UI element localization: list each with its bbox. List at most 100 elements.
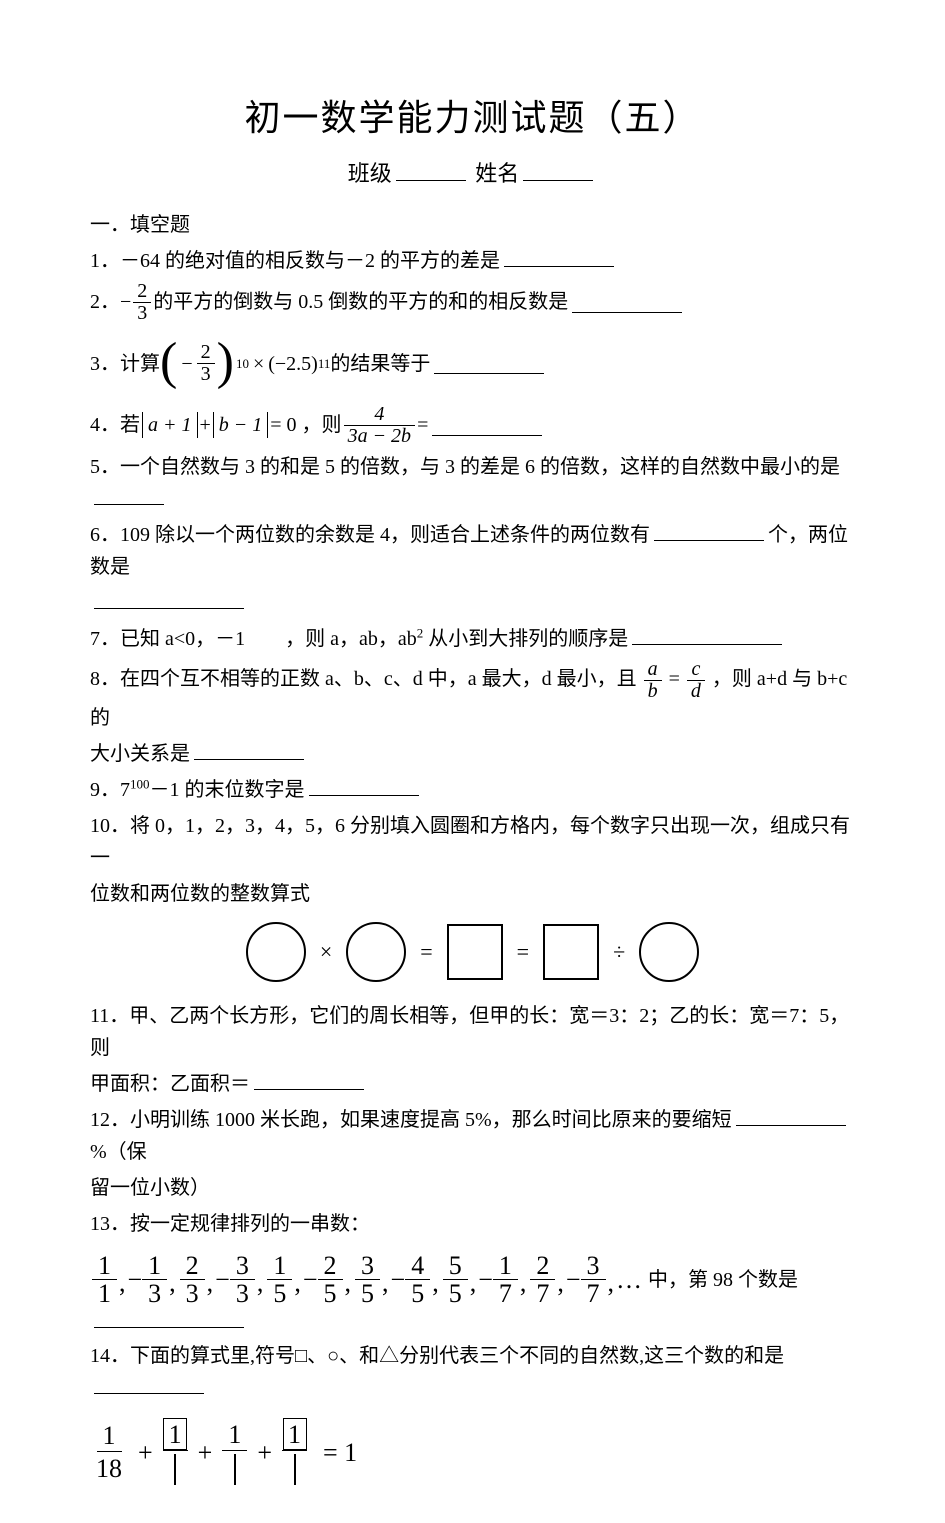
q14-box-2-lower[interactable] <box>174 1454 176 1485</box>
q7-blank[interactable] <box>632 624 782 645</box>
q3-blank[interactable] <box>434 353 544 374</box>
class-blank[interactable] <box>396 158 466 181</box>
q4-label: 4．若 <box>90 409 140 441</box>
q4-eq: = <box>417 409 428 441</box>
series-num: 1 <box>92 1252 117 1280</box>
name-label: 姓名 <box>475 161 519 186</box>
square-slot-2[interactable] <box>543 924 599 980</box>
series-den: 7 <box>581 1280 606 1307</box>
series-minus: − <box>128 1259 143 1301</box>
q3-times: × <box>253 348 264 380</box>
series-term: 35 <box>355 1252 380 1308</box>
exam-page: 初一数学能力测试题（五） 班级 姓名 一．填空题 1．－64 的绝对值的相反数与… <box>0 0 945 1523</box>
series-term: 33 <box>230 1252 255 1308</box>
series-comma: , <box>432 1262 439 1304</box>
q14-box-4-lower[interactable] <box>294 1454 296 1485</box>
question-11: 11．甲、乙两个长方形，它们的周长相等，但甲的长：宽＝3：2；乙的长：宽＝7：5… <box>90 1000 855 1064</box>
series-minus: − <box>215 1259 230 1301</box>
q6a-text: 6．109 除以一个两位数的余数是 4，则适合上述条件的两位数有 <box>90 524 650 546</box>
series-den: 5 <box>355 1280 380 1307</box>
q2-den: 3 <box>133 303 151 324</box>
q3-label: 3．计算 <box>90 348 160 380</box>
class-label: 班级 <box>348 161 392 186</box>
q14-box-3[interactable] <box>234 1454 236 1485</box>
series-minus: − <box>566 1259 581 1301</box>
series-num: 3 <box>230 1252 255 1280</box>
q13-blank[interactable] <box>94 1307 244 1328</box>
div-op: ÷ <box>613 934 625 969</box>
circle-slot-3[interactable] <box>639 922 699 982</box>
series-comma: , <box>294 1262 301 1304</box>
q11-blank[interactable] <box>254 1069 364 1090</box>
q8c-text: 大小关系是 <box>90 743 190 765</box>
question-1: 1．－64 的绝对值的相反数与－2 的平方的差是 <box>90 245 855 277</box>
question-8-line2: 大小关系是 <box>90 738 855 770</box>
q9-blank[interactable] <box>309 775 419 796</box>
q14-equation: 1 18 + 1 + 1 + 1 = 1 <box>90 1422 855 1483</box>
series-num: 2 <box>180 1252 205 1280</box>
question-6: 6．109 除以一个两位数的余数是 4，则适合上述条件的两位数有个，两位数是 <box>90 519 855 583</box>
series-comma: , <box>557 1262 564 1304</box>
q14-overbox-4[interactable] <box>283 1418 307 1450</box>
series-comma: , <box>608 1262 615 1304</box>
q14-overbox-1[interactable] <box>163 1418 187 1450</box>
q4-fden: 3a − 2b <box>344 426 416 447</box>
q14-f1d: 18 <box>90 1452 128 1482</box>
q12-blank[interactable] <box>736 1105 846 1126</box>
series-minus: − <box>391 1259 406 1301</box>
series-comma: , <box>470 1262 477 1304</box>
q6-blank2[interactable] <box>94 588 244 609</box>
q8-f2n: c <box>687 659 705 681</box>
name-blank[interactable] <box>523 158 593 181</box>
series-num: 1 <box>493 1252 518 1280</box>
series-num: 1 <box>142 1252 167 1280</box>
series-minus: − <box>478 1259 493 1301</box>
page-title: 初一数学能力测试题（五） <box>90 90 855 148</box>
q10-shapes: × = = ÷ <box>90 922 855 982</box>
series-num: 1 <box>267 1252 292 1280</box>
q11a-text: 11．甲、乙两个长方形，它们的周长相等，但甲的长：宽＝3：2；乙的长：宽＝7：5… <box>90 1005 849 1059</box>
q14-blank[interactable] <box>94 1373 204 1394</box>
series-tail-text: 中，第 98 个数是 <box>648 1264 798 1296</box>
eq-op-1: = <box>420 934 432 969</box>
q2-label: 2． <box>90 286 120 318</box>
q4-blank[interactable] <box>432 415 542 436</box>
q6-blank1[interactable] <box>654 520 764 541</box>
q5-blank[interactable] <box>94 484 164 505</box>
question-2: 2． − 2 3 的平方的倒数与 0.5 倒数的平方的和的相反数是 <box>90 281 855 324</box>
question-3: 3．计算 − 2 3 10 × (−2.5)11 的结果等于 <box>90 338 855 390</box>
question-10-line2: 位数和两位数的整数算式 <box>90 878 855 910</box>
series-term: 23 <box>180 1252 205 1308</box>
series-comma: , <box>520 1262 527 1304</box>
q10b-text: 位数和两位数的整数算式 <box>90 883 310 905</box>
square-slot-1[interactable] <box>447 924 503 980</box>
q8-f1d: b <box>644 681 662 702</box>
series-term: 17 <box>493 1252 518 1308</box>
q4-eq0: = 0 ，则 <box>270 409 341 441</box>
series-num: 2 <box>530 1252 555 1280</box>
subhead-line: 班级 姓名 <box>90 156 855 191</box>
q12b-text: %（保 <box>90 1141 147 1163</box>
q2-fraction: 2 3 <box>133 281 151 324</box>
times-op: × <box>320 934 332 969</box>
q7a-text: 7．已知 a<0，－1 <box>90 628 245 650</box>
q14a-text: 14．下面的算式里,符号□、○、和△分别代表三个不同的自然数,这三个数的和是 <box>90 1345 784 1367</box>
series-term: 25 <box>318 1252 343 1308</box>
q3-den: 3 <box>197 364 215 385</box>
q3-minus: − <box>181 348 192 380</box>
series-num: 3 <box>581 1252 606 1280</box>
q1-blank[interactable] <box>504 246 614 267</box>
question-10: 10．将 0，1，2，3，4，5，6 分别填入圆圈和方格内，每个数字只出现一次，… <box>90 810 855 874</box>
q8-blank[interactable] <box>194 739 304 760</box>
q8a-text: 8．在四个互不相等的正数 a、b、c、d 中，a 最大，d 最小，且 <box>90 668 642 690</box>
q2-num: 2 <box>133 281 151 303</box>
q10a-text: 10．将 0，1，2，3，4，5，6 分别填入圆圈和方格内，每个数字只出现一次，… <box>90 815 850 869</box>
circle-slot-2[interactable] <box>346 922 406 982</box>
q14-frac4: 1 <box>282 1422 307 1483</box>
q2-blank[interactable] <box>572 292 682 313</box>
series-num: 2 <box>318 1252 343 1280</box>
q9a-text: 9．7 <box>90 779 130 801</box>
q8-eq: = <box>669 668 685 690</box>
circle-slot-1[interactable] <box>246 922 306 982</box>
q13a-text: 13．按一定规律排列的一串数： <box>90 1213 370 1235</box>
